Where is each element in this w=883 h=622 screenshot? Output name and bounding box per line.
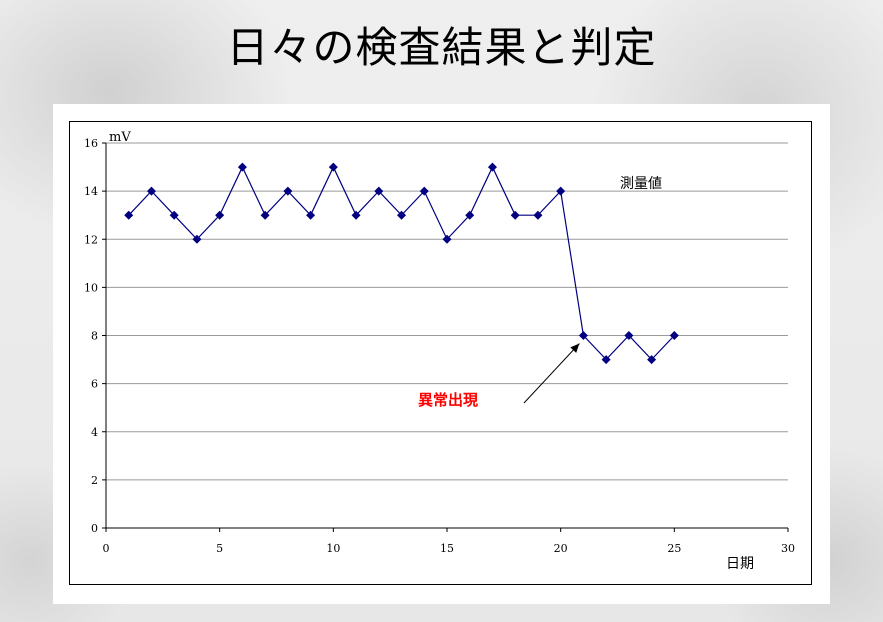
y-tick-label: 4: [91, 426, 98, 439]
data-point: [556, 186, 566, 196]
data-point: [419, 186, 429, 196]
x-tick-label: 15: [440, 542, 454, 555]
data-point: [669, 331, 679, 340]
x-tick-label: 20: [554, 542, 568, 555]
data-point: [237, 162, 247, 172]
data-point: [328, 162, 338, 172]
x-ticks: 0 5 10 15 20 25 30: [103, 528, 795, 555]
series-line: [128, 165, 675, 361]
data-point: [306, 210, 316, 220]
y-tick-label: 6: [91, 378, 98, 391]
data-point: [192, 234, 202, 244]
x-tick-label: 5: [216, 542, 223, 555]
y-tick-label: 16: [84, 137, 98, 150]
data-point: [533, 210, 543, 220]
annotation-arrowhead: [570, 343, 580, 353]
x-tick-label: 30: [781, 542, 795, 555]
y-tick-label: 2: [91, 474, 98, 487]
y-tick-label: 10: [84, 281, 98, 294]
data-point: [465, 210, 475, 220]
page-title: 日々の検査結果と判定: [226, 23, 657, 72]
grid-lines: [106, 142, 788, 481]
data-point: [283, 186, 293, 196]
series-markers: [124, 162, 679, 365]
x-axis-label: 日期: [726, 556, 754, 572]
y-tick-label: 12: [84, 233, 98, 246]
data-point: [374, 186, 384, 196]
annotation-label: 異常出現: [418, 391, 478, 409]
annotation-arrow: [523, 343, 580, 404]
data-point: [510, 210, 520, 220]
y-tick-label: 8: [91, 330, 98, 343]
data-point: [647, 355, 657, 365]
x-tick-label: 0: [103, 542, 110, 555]
data-point: [601, 355, 611, 365]
data-point: [578, 331, 588, 340]
x-tick-label: 25: [667, 542, 681, 555]
data-point: [146, 186, 156, 196]
chart-frame: [69, 121, 812, 585]
data-point: [351, 210, 361, 220]
y-tick-label: 14: [84, 185, 98, 198]
data-point: [215, 210, 225, 220]
x-tick-label: 10: [326, 542, 340, 555]
data-point: [169, 210, 179, 220]
y-ticks: 0 2 4 6 8 10 12 14 16: [84, 137, 106, 535]
data-point: [124, 210, 134, 220]
data-point: [397, 210, 407, 220]
legend-label: 測量値: [620, 176, 662, 192]
data-point: [442, 234, 452, 244]
y-axis-label: mV: [109, 130, 131, 145]
data-point: [487, 162, 497, 172]
y-tick-label: 0: [91, 522, 98, 535]
data-point: [260, 210, 270, 220]
data-point: [624, 331, 634, 340]
